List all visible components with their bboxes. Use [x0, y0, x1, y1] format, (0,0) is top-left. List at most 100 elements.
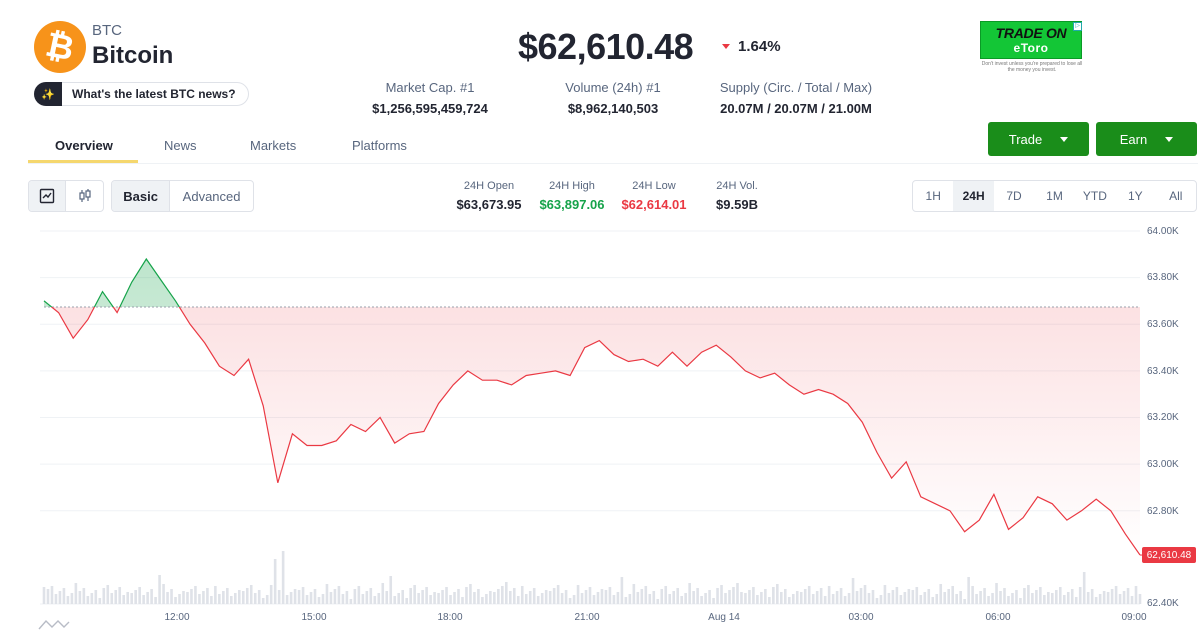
range-all[interactable]: All	[1169, 189, 1183, 203]
active-tab-indicator	[28, 160, 138, 163]
tab-markets[interactable]: Markets	[250, 138, 297, 153]
down-triangle-icon	[722, 44, 730, 49]
volume-bar	[273, 559, 277, 604]
volume-bar	[744, 593, 747, 604]
volume-bar	[883, 585, 887, 604]
volume-bar	[301, 587, 305, 604]
mode-advanced[interactable]: Advanced	[182, 188, 241, 204]
volume-bar	[425, 587, 428, 604]
volume-bar	[584, 590, 588, 604]
volume-bar	[680, 596, 683, 604]
range-24h[interactable]: 24H	[953, 181, 994, 211]
volume-bar	[329, 592, 333, 604]
line-chart-icon[interactable]	[29, 181, 67, 211]
volume-bar	[608, 587, 612, 604]
volume-bar	[903, 592, 907, 604]
volume-bar	[732, 587, 735, 604]
volume-bar	[281, 551, 285, 604]
tab-platforms[interactable]: Platforms	[352, 138, 407, 153]
volume-bar	[1055, 590, 1058, 604]
volume-bar	[106, 585, 110, 604]
tab-news[interactable]: News	[164, 138, 197, 153]
volume-bar	[134, 590, 137, 604]
volume-bar	[1078, 587, 1082, 604]
trade-button[interactable]: Trade	[988, 122, 1089, 156]
earn-button-label: Earn	[1119, 131, 1148, 147]
etoro-ad-banner[interactable]: TRADE ON eToro ▷ Don't invest unless you…	[980, 21, 1084, 73]
ohlc-open: 24H Open $63,673.95	[450, 180, 528, 212]
volume-bar	[186, 592, 189, 604]
volume-bar	[365, 591, 369, 604]
volume-bar	[907, 589, 911, 604]
x-tick-label: 21:00	[574, 612, 600, 623]
volume-bar	[708, 590, 711, 604]
volume-bar	[477, 589, 480, 604]
volume-bar	[481, 597, 484, 604]
volume-bar	[1114, 586, 1118, 604]
volume-bar	[999, 591, 1002, 604]
bitcoin-logo-icon: ₿	[34, 21, 86, 73]
latest-news-button[interactable]: ✨ What's the latest BTC news?	[34, 82, 249, 106]
volume-bar	[684, 593, 687, 604]
volume-bar	[230, 596, 233, 604]
volume-bar	[1086, 592, 1090, 604]
earn-button[interactable]: Earn	[1096, 122, 1197, 156]
volume-bar	[556, 585, 560, 604]
volume-bar	[839, 588, 843, 604]
time-range-selector: 1H 24H 7D 1M YTD 1Y All	[912, 180, 1197, 212]
volume-bar	[564, 590, 568, 604]
volume-bar	[1098, 594, 1102, 604]
volume-bar	[1027, 585, 1030, 604]
volume-bar	[764, 589, 767, 604]
volume-bar	[313, 589, 317, 604]
area-fill-up	[44, 259, 1140, 308]
volume-bar	[887, 593, 891, 604]
volume-bar	[505, 582, 508, 604]
price-chart[interactable]	[0, 222, 1200, 630]
volume-bar	[309, 592, 313, 604]
price-change: 1.64%	[722, 38, 781, 55]
mode-basic[interactable]: Basic	[112, 181, 171, 211]
volume-bar	[345, 591, 349, 604]
volume-bar	[652, 591, 656, 604]
volume-bar	[437, 593, 440, 604]
volume-bar	[397, 593, 401, 604]
volume-bar	[82, 588, 86, 604]
range-ytd[interactable]: YTD	[1082, 189, 1107, 203]
volume-bar	[795, 591, 799, 604]
volume-bar	[110, 593, 114, 604]
range-1h[interactable]: 1H	[925, 189, 941, 203]
y-tick-label: 62.40K	[1147, 598, 1179, 609]
volume-bar	[297, 590, 301, 604]
ohlc-low: 24H Low $62,614.01	[615, 180, 693, 212]
stat-value: $8,962,140,503	[567, 101, 659, 116]
volume-bar	[600, 589, 604, 604]
volume-bar	[760, 592, 763, 604]
x-tick-label: 06:00	[985, 612, 1011, 623]
volume-bar	[465, 587, 468, 604]
volume-bar	[532, 588, 536, 604]
range-1y[interactable]: 1Y	[1127, 189, 1143, 203]
volume-bar	[891, 590, 895, 604]
volume-bar	[194, 586, 197, 604]
volume-bar	[871, 590, 875, 604]
x-tick-label: Aug 14	[708, 612, 740, 623]
volume-bar	[257, 590, 261, 604]
volume-bar	[827, 586, 831, 604]
volume-bar	[497, 589, 500, 604]
tab-overview[interactable]: Overview	[55, 138, 113, 153]
volume-bar	[389, 576, 393, 604]
x-tick-label: 09:00	[1121, 612, 1147, 623]
adchoices-icon[interactable]: ▷	[1073, 22, 1082, 31]
volume-bar	[524, 594, 528, 604]
volume-bar	[1031, 593, 1034, 604]
volume-bar	[473, 592, 476, 604]
volume-bar	[277, 590, 281, 604]
volume-bar	[979, 591, 982, 604]
volume-bar	[879, 595, 883, 604]
range-7d[interactable]: 7D	[1006, 189, 1022, 203]
volume-bar	[636, 592, 640, 604]
range-1m[interactable]: 1M	[1046, 189, 1063, 203]
volume-bar	[756, 595, 759, 604]
candlestick-icon[interactable]	[66, 181, 103, 211]
